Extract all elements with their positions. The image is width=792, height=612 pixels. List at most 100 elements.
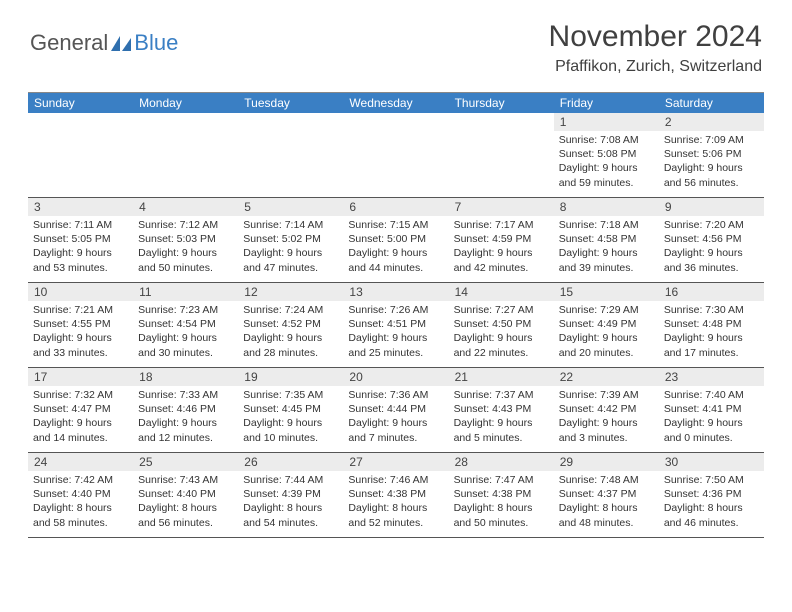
day-d2: and 54 minutes. — [243, 516, 338, 530]
day-ss: Sunset: 4:36 PM — [664, 487, 759, 501]
day-content: Sunrise: 7:12 AMSunset: 5:03 PMDaylight:… — [133, 216, 238, 279]
day-content: Sunrise: 7:21 AMSunset: 4:55 PMDaylight:… — [28, 301, 133, 364]
day-cell — [28, 113, 133, 197]
day-number: 9 — [659, 198, 764, 216]
day-d2: and 10 minutes. — [243, 431, 338, 445]
day-ss: Sunset: 4:45 PM — [243, 402, 338, 416]
day-content: Sunrise: 7:48 AMSunset: 4:37 PMDaylight:… — [554, 471, 659, 534]
day-cell: 13Sunrise: 7:26 AMSunset: 4:51 PMDayligh… — [343, 283, 448, 367]
day-d1: Daylight: 9 hours — [33, 331, 128, 345]
day-content: Sunrise: 7:42 AMSunset: 4:40 PMDaylight:… — [28, 471, 133, 534]
day-sr: Sunrise: 7:11 AM — [33, 218, 128, 232]
day-cell: 24Sunrise: 7:42 AMSunset: 4:40 PMDayligh… — [28, 453, 133, 537]
day-content: Sunrise: 7:17 AMSunset: 4:59 PMDaylight:… — [449, 216, 554, 279]
day-sr: Sunrise: 7:35 AM — [243, 388, 338, 402]
day-ss: Sunset: 4:41 PM — [664, 402, 759, 416]
day-d2: and 42 minutes. — [454, 261, 549, 275]
weekday-header: Thursday — [449, 93, 554, 113]
day-cell: 5Sunrise: 7:14 AMSunset: 5:02 PMDaylight… — [238, 198, 343, 282]
day-d2: and 59 minutes. — [559, 176, 654, 190]
day-d2: and 0 minutes. — [664, 431, 759, 445]
day-d1: Daylight: 8 hours — [454, 501, 549, 515]
day-d1: Daylight: 9 hours — [33, 416, 128, 430]
day-ss: Sunset: 4:42 PM — [559, 402, 654, 416]
day-ss: Sunset: 4:38 PM — [348, 487, 443, 501]
day-content: Sunrise: 7:39 AMSunset: 4:42 PMDaylight:… — [554, 386, 659, 449]
day-number: 26 — [238, 453, 343, 471]
day-content: Sunrise: 7:15 AMSunset: 5:00 PMDaylight:… — [343, 216, 448, 279]
day-sr: Sunrise: 7:18 AM — [559, 218, 654, 232]
day-content: Sunrise: 7:18 AMSunset: 4:58 PMDaylight:… — [554, 216, 659, 279]
day-ss: Sunset: 4:55 PM — [33, 317, 128, 331]
day-d1: Daylight: 9 hours — [243, 246, 338, 260]
day-d2: and 36 minutes. — [664, 261, 759, 275]
day-number: 18 — [133, 368, 238, 386]
day-ss: Sunset: 4:37 PM — [559, 487, 654, 501]
day-number: 30 — [659, 453, 764, 471]
day-number: 29 — [554, 453, 659, 471]
day-ss: Sunset: 4:47 PM — [33, 402, 128, 416]
day-d1: Daylight: 9 hours — [348, 246, 443, 260]
day-ss: Sunset: 4:43 PM — [454, 402, 549, 416]
day-cell: 30Sunrise: 7:50 AMSunset: 4:36 PMDayligh… — [659, 453, 764, 537]
day-d2: and 58 minutes. — [33, 516, 128, 530]
week-row: 17Sunrise: 7:32 AMSunset: 4:47 PMDayligh… — [28, 368, 764, 453]
day-ss: Sunset: 4:56 PM — [664, 232, 759, 246]
day-d2: and 14 minutes. — [33, 431, 128, 445]
day-content: Sunrise: 7:08 AMSunset: 5:08 PMDaylight:… — [554, 131, 659, 194]
day-number: 16 — [659, 283, 764, 301]
day-d2: and 28 minutes. — [243, 346, 338, 360]
day-number: 12 — [238, 283, 343, 301]
day-sr: Sunrise: 7:39 AM — [559, 388, 654, 402]
day-cell — [343, 113, 448, 197]
day-content: Sunrise: 7:40 AMSunset: 4:41 PMDaylight:… — [659, 386, 764, 449]
day-content: Sunrise: 7:35 AMSunset: 4:45 PMDaylight:… — [238, 386, 343, 449]
title-block: November 2024 Pfaffikon, Zurich, Switzer… — [549, 20, 762, 76]
day-cell: 27Sunrise: 7:46 AMSunset: 4:38 PMDayligh… — [343, 453, 448, 537]
day-cell: 7Sunrise: 7:17 AMSunset: 4:59 PMDaylight… — [449, 198, 554, 282]
day-content: Sunrise: 7:09 AMSunset: 5:06 PMDaylight:… — [659, 131, 764, 194]
day-d1: Daylight: 9 hours — [454, 246, 549, 260]
day-d2: and 3 minutes. — [559, 431, 654, 445]
day-cell: 11Sunrise: 7:23 AMSunset: 4:54 PMDayligh… — [133, 283, 238, 367]
day-cell: 9Sunrise: 7:20 AMSunset: 4:56 PMDaylight… — [659, 198, 764, 282]
day-d2: and 12 minutes. — [138, 431, 233, 445]
day-d1: Daylight: 9 hours — [348, 331, 443, 345]
day-d1: Daylight: 9 hours — [454, 331, 549, 345]
day-cell: 21Sunrise: 7:37 AMSunset: 4:43 PMDayligh… — [449, 368, 554, 452]
day-number: 2 — [659, 113, 764, 131]
day-cell: 2Sunrise: 7:09 AMSunset: 5:06 PMDaylight… — [659, 113, 764, 197]
day-d2: and 46 minutes. — [664, 516, 759, 530]
day-d2: and 30 minutes. — [138, 346, 233, 360]
day-content: Sunrise: 7:36 AMSunset: 4:44 PMDaylight:… — [343, 386, 448, 449]
day-sr: Sunrise: 7:20 AM — [664, 218, 759, 232]
day-number: 20 — [343, 368, 448, 386]
day-sr: Sunrise: 7:15 AM — [348, 218, 443, 232]
weekday-header: Monday — [133, 93, 238, 113]
day-content: Sunrise: 7:43 AMSunset: 4:40 PMDaylight:… — [133, 471, 238, 534]
day-d1: Daylight: 8 hours — [243, 501, 338, 515]
day-sr: Sunrise: 7:42 AM — [33, 473, 128, 487]
day-number: 24 — [28, 453, 133, 471]
day-number: 19 — [238, 368, 343, 386]
day-ss: Sunset: 4:52 PM — [243, 317, 338, 331]
day-d1: Daylight: 9 hours — [138, 416, 233, 430]
day-number: 3 — [28, 198, 133, 216]
day-d1: Daylight: 9 hours — [138, 331, 233, 345]
day-ss: Sunset: 5:08 PM — [559, 147, 654, 161]
weekday-header: Tuesday — [238, 93, 343, 113]
day-cell: 29Sunrise: 7:48 AMSunset: 4:37 PMDayligh… — [554, 453, 659, 537]
day-content: Sunrise: 7:14 AMSunset: 5:02 PMDaylight:… — [238, 216, 343, 279]
day-content: Sunrise: 7:47 AMSunset: 4:38 PMDaylight:… — [449, 471, 554, 534]
day-ss: Sunset: 4:40 PM — [138, 487, 233, 501]
week-row: 3Sunrise: 7:11 AMSunset: 5:05 PMDaylight… — [28, 198, 764, 283]
day-cell — [133, 113, 238, 197]
day-content: Sunrise: 7:44 AMSunset: 4:39 PMDaylight:… — [238, 471, 343, 534]
day-cell: 4Sunrise: 7:12 AMSunset: 5:03 PMDaylight… — [133, 198, 238, 282]
day-cell: 19Sunrise: 7:35 AMSunset: 4:45 PMDayligh… — [238, 368, 343, 452]
day-d2: and 25 minutes. — [348, 346, 443, 360]
day-content: Sunrise: 7:24 AMSunset: 4:52 PMDaylight:… — [238, 301, 343, 364]
day-cell: 14Sunrise: 7:27 AMSunset: 4:50 PMDayligh… — [449, 283, 554, 367]
day-sr: Sunrise: 7:37 AM — [454, 388, 549, 402]
day-number: 15 — [554, 283, 659, 301]
